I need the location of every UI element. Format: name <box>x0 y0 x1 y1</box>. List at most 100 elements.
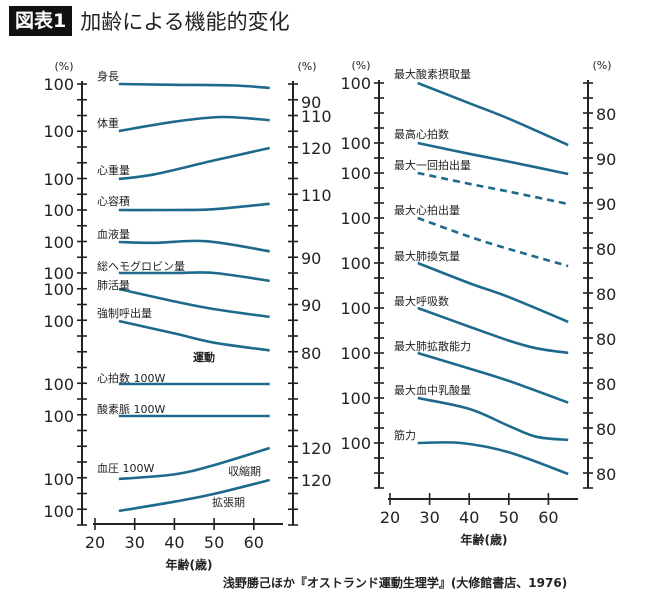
series-line <box>118 446 271 481</box>
x-tick-label: 60 <box>538 508 558 527</box>
x-tick-label: 50 <box>499 508 519 527</box>
series-label: 最大肺拡散能力 <box>394 339 471 353</box>
series-line <box>118 82 270 90</box>
series-label: 最大心拍出量 <box>394 203 460 217</box>
x-axis-label: 年齢(歳) <box>461 532 508 547</box>
series-line <box>118 478 270 513</box>
left-y-tick-label: 100 <box>340 209 371 228</box>
x-tick-label: 40 <box>164 533 184 552</box>
right-y-tick-label: 120 <box>301 139 332 158</box>
series-line <box>417 441 569 476</box>
right-y-tick-label: 80 <box>596 285 616 304</box>
left-y-tick-label: 100 <box>340 164 371 183</box>
left-y-tick-label: 100 <box>43 280 74 299</box>
right-y-tick-label: 80 <box>596 375 616 394</box>
series-line <box>417 171 569 206</box>
x-tick-label: 50 <box>204 533 224 552</box>
series-line <box>118 319 270 352</box>
left-y-tick-label: 100 <box>43 233 74 252</box>
series-label: 身長 <box>97 69 119 83</box>
series-line <box>417 306 569 355</box>
series-label: 最大一回拍出量 <box>394 158 471 172</box>
series-label: 最大血中乳酸量 <box>394 383 471 397</box>
right-y-tick-label: 90 <box>596 195 616 214</box>
left-unit-label: (%) <box>54 60 73 73</box>
x-tick-label: 20 <box>380 508 400 527</box>
right-y-tick-label: 80 <box>596 105 616 124</box>
x-tick-label: 30 <box>419 508 439 527</box>
series-label: 強制呼出量 <box>97 306 152 320</box>
right-y-tick-label: 80 <box>596 330 616 349</box>
left-y-tick-label: 100 <box>340 134 371 153</box>
series-line <box>118 146 270 181</box>
left-y-tick-label: 100 <box>340 254 371 273</box>
left-y-tick-label: 100 <box>43 75 74 94</box>
series-line <box>118 271 270 283</box>
right-y-tick-label: 90 <box>301 93 321 112</box>
left-y-tick-label: 100 <box>43 470 74 489</box>
left-y-tick-label: 100 <box>43 407 74 426</box>
x-axis-label: 年齢(歳) <box>166 557 213 572</box>
series-line <box>118 202 270 212</box>
annotation-label: 血圧 100W <box>97 461 154 475</box>
left-y-tick-label: 100 <box>43 375 74 394</box>
left-y-tick-label: 100 <box>340 434 371 453</box>
series-label: 心重量 <box>97 163 130 177</box>
figure-title: 図表1 加齢による機能的変化 <box>9 6 290 36</box>
right-y-tick-label: 90 <box>301 249 321 268</box>
right-y-tick-label: 120 <box>301 471 332 490</box>
series-line <box>417 396 569 442</box>
left-y-tick-label: 100 <box>340 344 371 363</box>
series-label: 体重 <box>97 116 119 130</box>
left-y-tick-label: 100 <box>340 74 371 93</box>
x-tick-label: 20 <box>85 533 105 552</box>
series-line <box>417 261 569 324</box>
series-label: 心容積 <box>97 194 130 208</box>
left-y-tick-label: 100 <box>340 299 371 318</box>
x-tick-label: 40 <box>459 508 479 527</box>
left-y-tick-label: 100 <box>43 502 74 521</box>
series-label: 総ヘモグロビン量 <box>97 259 185 273</box>
series-line <box>417 141 569 176</box>
series-label: 最大肺換気量 <box>394 249 460 263</box>
right-y-tick-label: 80 <box>301 344 321 363</box>
x-tick-label: 30 <box>125 533 145 552</box>
left-y-tick-label: 100 <box>340 389 371 408</box>
right-y-tick-label: 90 <box>301 296 321 315</box>
series-label: 血液量 <box>97 227 130 241</box>
series-label: 最大呼吸数 <box>394 294 449 308</box>
series-label: 拡張期 <box>212 495 245 509</box>
series-line <box>417 216 569 268</box>
right-y-tick-label: 80 <box>596 420 616 439</box>
left-y-tick-label: 100 <box>43 122 74 141</box>
right-y-tick-label: 80 <box>596 465 616 484</box>
right-y-tick-label: 110 <box>301 186 332 205</box>
left-y-tick-label: 100 <box>43 264 74 283</box>
right-y-tick-label: 110 <box>301 107 332 126</box>
series-line <box>118 239 270 253</box>
right-unit-label: (%) <box>592 59 611 72</box>
series-label: 心拍数 100W <box>97 371 165 385</box>
left-y-tick-label: 100 <box>43 170 74 189</box>
series-label: 酸素脈 100W <box>97 402 165 416</box>
left-y-tick-label: 100 <box>43 312 74 331</box>
right-y-tick-label: 80 <box>596 240 616 259</box>
series-line <box>417 351 569 404</box>
series-label: 最高心拍数 <box>394 127 449 141</box>
series-line <box>118 287 270 319</box>
right-unit-label: (%) <box>297 60 316 73</box>
series-label: 筋力 <box>394 428 416 442</box>
source-caption: 浅野勝己ほか『オストランド運動生理学』(大修館書店、1976) <box>222 576 568 590</box>
series-label: 最大酸素摂取量 <box>394 67 471 81</box>
left-unit-label: (%) <box>351 59 370 72</box>
series-label: 肺活量 <box>97 279 130 292</box>
series-label: 収縮期 <box>228 464 261 478</box>
series-line <box>417 81 569 147</box>
right-y-tick-label: 90 <box>596 150 616 169</box>
x-tick-label: 60 <box>244 533 264 552</box>
annotation-label: 運動 <box>193 350 215 364</box>
figure-title-text: 加齢による機能的変化 <box>80 10 290 34</box>
left-y-tick-label: 100 <box>43 201 74 220</box>
figure-badge: 図表1 <box>9 6 73 36</box>
